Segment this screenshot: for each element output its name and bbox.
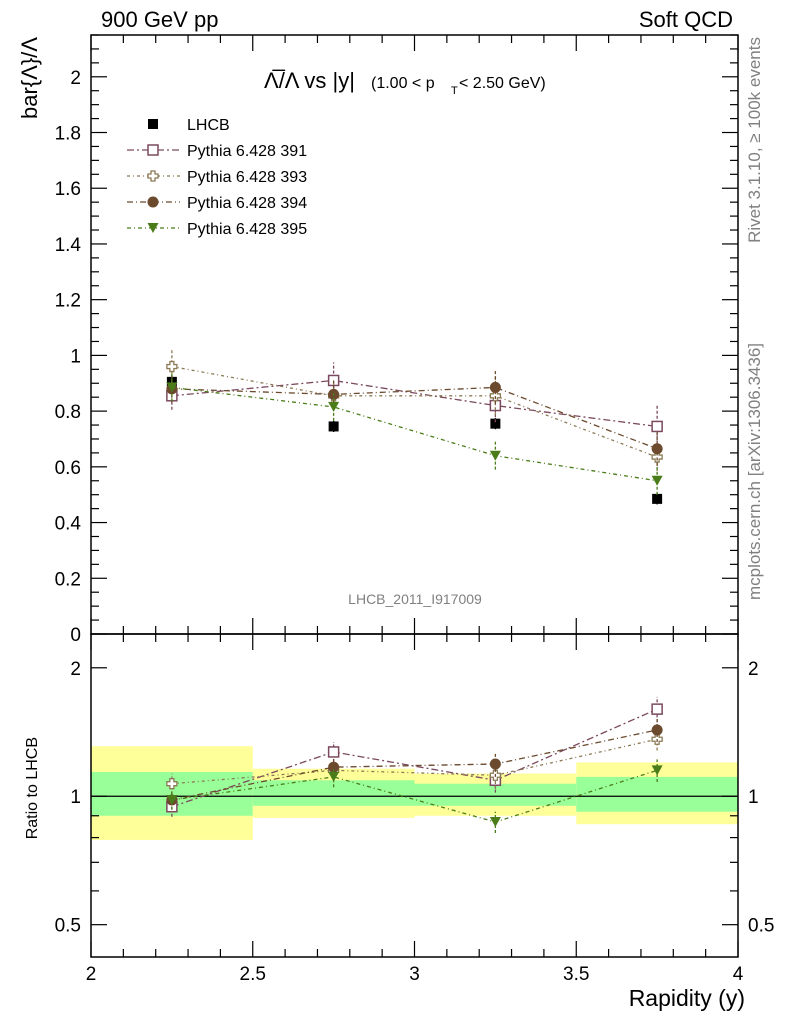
ratio-point-3-1 xyxy=(328,771,340,782)
legend-label-4: Pythia 6.428 395 xyxy=(187,221,307,238)
ratio-point-2-2 xyxy=(489,758,501,770)
legend-label-3: Pythia 6.428 394 xyxy=(187,195,307,212)
main-point-0-1 xyxy=(328,421,339,432)
title-range-end: < 2.50 GeV) xyxy=(459,75,546,92)
ratio-xlabel: Rapidity (y) xyxy=(629,985,745,1011)
main-ytick-label-1: 0.2 xyxy=(55,569,81,590)
main-point-4-3 xyxy=(651,475,663,486)
main-point-2-2 xyxy=(489,390,502,402)
main-point-4-1 xyxy=(328,401,340,412)
main-point-4-0 xyxy=(166,382,178,393)
legend-label-2: Pythia 6.428 393 xyxy=(187,169,307,186)
title-range: (1.00 < p xyxy=(371,75,435,92)
main-point-3-2 xyxy=(489,381,501,393)
legend-label-1: Pythia 6.428 391 xyxy=(187,143,307,160)
ratio-ytick-label-left-2: 2 xyxy=(70,659,81,680)
ratio-ytick-label-right-2: 2 xyxy=(748,659,759,680)
main-ytick-label-7: 1.4 xyxy=(55,235,82,256)
plot-title: Λ̅/Λ vs |y| (1.00 < p T < 2.50 GeV) xyxy=(264,68,546,97)
ratio-point-0-3 xyxy=(651,703,663,715)
ratio-point-3-3 xyxy=(651,765,663,776)
ratio-ylabel: Ratio to LHCB xyxy=(24,737,41,839)
legend-marker-2 xyxy=(147,170,159,182)
header-left-label: 900 GeV pp xyxy=(101,7,218,32)
ratio-series-line-0 xyxy=(171,708,658,808)
main-series-line-2 xyxy=(171,365,658,458)
main-point-1-3 xyxy=(651,420,663,433)
main-ytick-label-8: 1.6 xyxy=(55,179,81,200)
ratio-ytick-label-right-1: 1 xyxy=(748,787,759,808)
ratio-uncertainty-bands xyxy=(91,746,738,840)
main-ytick-label-0: 0 xyxy=(70,625,81,646)
ratio-series-3 xyxy=(166,759,663,834)
main-series-1 xyxy=(166,362,663,449)
ratio-xtick-label-2: 3 xyxy=(409,964,420,985)
ratio-xtick-label-4: 4 xyxy=(733,964,744,985)
main-series-group xyxy=(166,349,663,505)
ratio-xtick-label-1: 2.5 xyxy=(240,964,266,985)
ratio-xtick-label-3: 3.5 xyxy=(563,964,589,985)
ratio-series-group xyxy=(166,696,663,834)
ratio-point-1-0 xyxy=(166,778,178,790)
legend-entry-0: LHCB xyxy=(148,117,230,134)
main-ytick-label-2: 0.4 xyxy=(55,514,82,535)
main-ytick-label-5: 1 xyxy=(70,346,81,367)
legend-marker-3 xyxy=(147,196,159,208)
ratio-band-inner-3 xyxy=(576,776,738,812)
main-point-4-2 xyxy=(489,450,501,461)
main-ytick-label-10: 2 xyxy=(70,68,81,89)
main-ytick-label-6: 1.2 xyxy=(55,291,81,312)
header-right-label: Soft QCD xyxy=(639,7,733,32)
mcplots-reference-label: mcplots.cern.ch [arXiv:1306.3436] xyxy=(745,343,764,600)
ratio-ytick-label-left-1: 1 xyxy=(70,787,81,808)
main-series-2 xyxy=(166,349,663,472)
ratio-series-line-1 xyxy=(171,738,658,785)
ratio-point-2-3 xyxy=(651,724,663,736)
main-point-0-2 xyxy=(490,418,501,429)
main-series-4 xyxy=(166,373,663,495)
ratio-point-3-0 xyxy=(166,794,178,805)
main-point-2-3 xyxy=(651,451,663,463)
main-point-2-0 xyxy=(166,360,178,373)
ratio-xtick-label-0: 2 xyxy=(86,964,97,985)
legend-label-0: LHCB xyxy=(187,117,230,134)
main-ytick-label-4: 0.8 xyxy=(55,402,81,423)
legend-entry-4: Pythia 6.428 395 xyxy=(127,221,307,238)
legend-entry-1: Pythia 6.428 391 xyxy=(127,143,307,160)
main-ytick-label-3: 0.6 xyxy=(55,458,81,479)
ratio-point-0-1 xyxy=(327,746,340,758)
ratio-ytick-label-right-0: 0.5 xyxy=(748,916,774,937)
legend-marker-4 xyxy=(147,223,159,233)
axes-group: 0 0.2 0.4 0.6 0.8 1 1.2 1.4 1.6 1.8 2 2 2.5 3 3.5 4 0.5 0… xyxy=(55,34,774,985)
main-ylabel: bar{Λ}/Λ xyxy=(17,37,42,119)
legend-marker-1 xyxy=(147,144,159,156)
title-main: Λ̅/Λ vs |y| xyxy=(264,68,355,93)
rivet-version-label: Rivet 3.1.10, ≥ 100k events xyxy=(745,37,764,243)
main-series-line-3 xyxy=(171,386,658,450)
analysis-watermark: LHCB_2011_I917009 xyxy=(348,591,482,607)
main-series-line-4 xyxy=(171,386,658,482)
ratio-series-line-2 xyxy=(171,729,658,801)
main-point-3-3 xyxy=(651,443,663,455)
ratio-ytick-label-left-0: 0.5 xyxy=(55,916,81,937)
ratio-band-inner-2 xyxy=(414,783,577,806)
main-series-line-1 xyxy=(171,379,658,428)
ratio-point-3-2 xyxy=(489,817,501,828)
legend-entry-3: Pythia 6.428 394 xyxy=(127,195,307,212)
legend: LHCB Pythia 6.428 391 Pythia 6.428 393 Pyth… xyxy=(127,117,307,238)
legend-entry-2: Pythia 6.428 393 xyxy=(127,169,307,186)
main-ytick-label-9: 1.8 xyxy=(55,124,81,145)
legend-marker-0 xyxy=(148,119,158,129)
title-range-subscript: T xyxy=(451,85,458,97)
main-series-3 xyxy=(166,370,663,466)
main-point-0-3 xyxy=(652,493,663,504)
